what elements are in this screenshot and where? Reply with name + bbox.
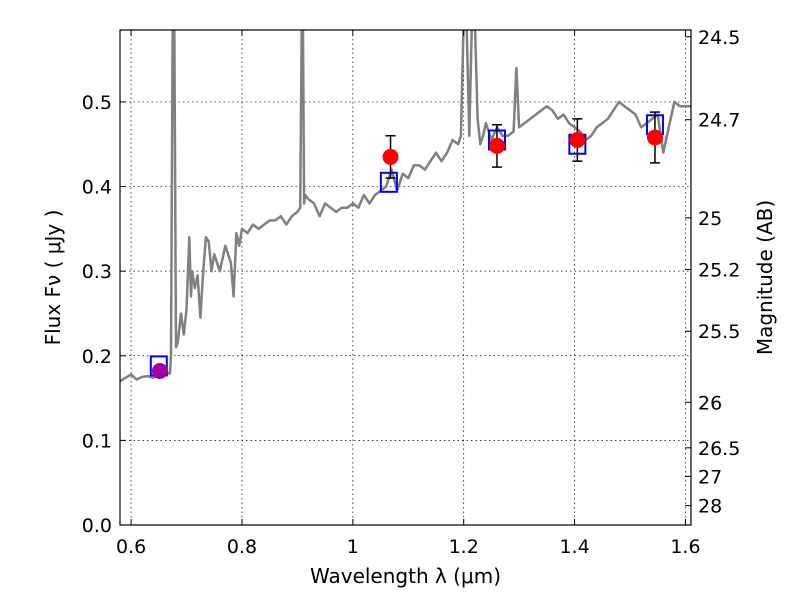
observed-point-3	[569, 132, 586, 148]
right-tick-label-8: 28	[698, 496, 722, 518]
x-tick-label-1: 0.8	[227, 536, 257, 558]
observed-point-1	[382, 148, 399, 165]
observed-point-2	[488, 137, 505, 154]
y-axis-label: Flux Fν ( μJy )	[41, 210, 65, 346]
x-tick-label-0: 0.6	[116, 536, 146, 558]
y-tick-label-5: 0.5	[82, 92, 112, 114]
x-tick-label-2: 1	[347, 536, 359, 558]
right-tick-label-1: 24.7	[698, 110, 740, 132]
y-tick-label-3: 0.3	[82, 261, 112, 283]
right-tick-label-7: 27	[698, 466, 722, 488]
right-tick-label-5: 26	[698, 392, 722, 414]
series-layer	[120, 30, 691, 383]
y-tick-label-2: 0.2	[82, 346, 112, 368]
right-tick-label-4: 25.5	[698, 321, 740, 343]
y-tick-label-1: 0.1	[82, 430, 112, 452]
y-tick-label-0: 0.0	[82, 515, 112, 537]
plot-frame	[119, 29, 692, 526]
grid-layer	[120, 30, 691, 526]
model-square-1	[379, 171, 398, 193]
observed-point-0	[151, 363, 168, 379]
right-tick-label-0: 24.5	[698, 27, 740, 49]
right-tick-label-3: 25.2	[698, 259, 740, 281]
x-tick-label-3: 1.2	[449, 536, 479, 558]
y-tick-label-4: 0.4	[82, 177, 112, 199]
x-axis-label: Wavelength λ (μm)	[310, 564, 501, 588]
observed-point-4	[646, 129, 663, 146]
x-tick-label-5: 1.6	[670, 536, 700, 558]
tick-layer: 0.6 0.8 1 1.2 1.4 1.6 0.0 0.1 0.2 0.3 0.4 0.5 24.5 24…	[82, 27, 741, 558]
right-tick-label-2: 25	[698, 208, 722, 230]
y-axis-label-right: Magnitude (AB)	[753, 200, 777, 355]
x-tick-label-4: 1.4	[559, 536, 589, 558]
spectrum-line	[120, 30, 691, 383]
right-tick-label-6: 26.5	[698, 438, 740, 460]
